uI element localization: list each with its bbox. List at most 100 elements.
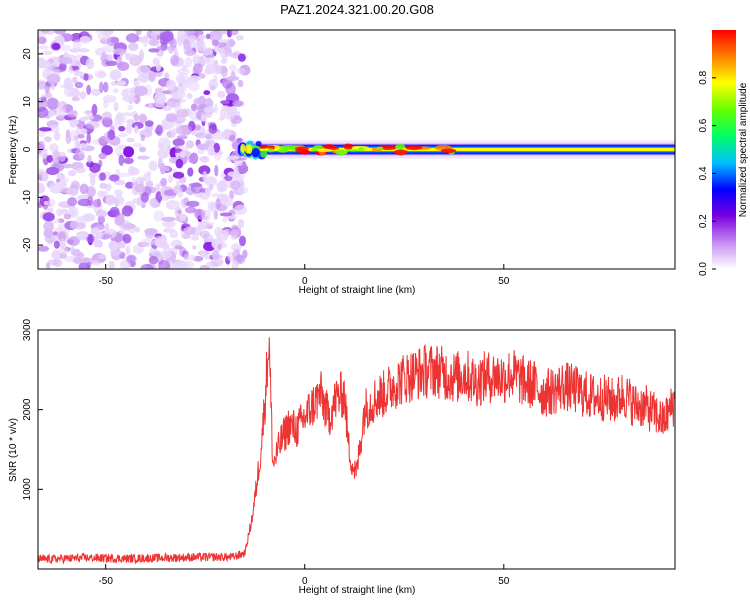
noise-blob xyxy=(229,229,239,236)
noise-blob xyxy=(176,124,190,136)
noise-blob xyxy=(200,251,207,258)
noise-blob xyxy=(192,245,197,250)
noise-blob xyxy=(138,49,145,62)
noise-blob xyxy=(121,112,134,117)
noise-blob xyxy=(113,114,127,125)
noise-blob xyxy=(53,240,60,249)
noise-blob xyxy=(155,183,161,192)
noise-blob xyxy=(115,145,122,156)
noise-blob xyxy=(219,38,231,44)
noise-blob xyxy=(186,200,200,208)
noise-blob xyxy=(176,109,189,118)
noise-blob xyxy=(237,186,249,194)
noise-blob xyxy=(232,100,245,108)
noise-blob xyxy=(79,35,91,44)
noise-blob xyxy=(190,235,200,241)
noise-blob xyxy=(188,154,195,164)
noise-blob xyxy=(38,127,52,132)
noise-blob xyxy=(198,165,211,176)
noise-blob xyxy=(114,217,125,226)
noise-blob xyxy=(38,106,49,119)
noise-blob xyxy=(142,37,149,47)
noise-blob xyxy=(179,213,187,222)
noise-blob xyxy=(114,189,123,197)
noise-blob xyxy=(83,115,95,120)
noise-blob xyxy=(203,90,211,96)
noise-blob xyxy=(208,53,215,65)
noise-blob xyxy=(70,48,80,53)
noise-blob xyxy=(42,30,49,35)
noise-blob xyxy=(99,81,104,94)
noise-blob xyxy=(200,113,206,122)
signal-hotspot xyxy=(393,149,408,156)
noise-blob xyxy=(49,83,56,90)
spectrogram-y-tick-label: -10 xyxy=(22,190,33,205)
noise-blob xyxy=(213,142,220,153)
noise-blob xyxy=(65,133,72,145)
noise-blob xyxy=(187,254,197,262)
noise-blob xyxy=(72,256,84,265)
noise-blob xyxy=(48,143,59,152)
signal-onset-blob xyxy=(260,150,268,158)
noise-blob xyxy=(47,198,56,208)
noise-blob xyxy=(117,172,131,177)
noise-blob xyxy=(76,90,81,97)
colorbar: 0.0 0.2 0.4 0.6 0.8 Normalized spectral ampl… xyxy=(698,30,749,276)
noise-blob xyxy=(165,79,176,91)
noise-blob xyxy=(212,130,226,140)
signal-onset-blob xyxy=(255,141,262,147)
noise-blob xyxy=(133,85,148,97)
noise-blob xyxy=(196,143,211,151)
noise-blob xyxy=(228,64,237,72)
noise-blob xyxy=(77,198,92,207)
noise-blob xyxy=(177,75,186,85)
noise-blob xyxy=(72,39,82,51)
noise-blob xyxy=(177,38,183,47)
noise-blob xyxy=(76,231,89,239)
noise-blob xyxy=(225,83,236,96)
signal-hotspot xyxy=(378,144,398,151)
noise-blob xyxy=(174,245,183,250)
noise-blob xyxy=(236,68,246,75)
snr-y-label: SNR (10 * v/v) xyxy=(8,418,19,482)
noise-blob xyxy=(231,141,240,150)
noise-blob xyxy=(226,155,240,160)
noise-blob xyxy=(158,137,171,149)
noise-blob xyxy=(58,101,63,113)
spectrogram-y-label: Frequency (Hz) xyxy=(8,116,19,185)
snr-y-tick-label: 2000 xyxy=(22,398,33,421)
snr-plot-area xyxy=(38,337,675,565)
noise-blob xyxy=(184,49,196,56)
spectrogram-panel: -50 0 50 -20 -10 0 10 20 Height of straight li… xyxy=(8,29,676,296)
noise-blob xyxy=(107,53,113,63)
spectrogram-plot-area xyxy=(38,30,675,269)
snr-frame xyxy=(37,329,676,570)
noise-blob xyxy=(209,184,214,191)
noise-blob xyxy=(62,163,73,169)
noise-blob xyxy=(38,30,43,38)
noise-blob xyxy=(217,90,226,99)
noise-blob xyxy=(235,254,244,263)
noise-blob xyxy=(174,260,189,269)
noise-blob xyxy=(188,81,200,92)
noise-blob xyxy=(48,68,60,74)
noise-blob xyxy=(242,249,248,259)
noise-blob xyxy=(83,73,89,81)
noise-blob xyxy=(47,259,60,266)
noise-blob xyxy=(208,30,223,42)
noise-blob xyxy=(209,85,216,91)
noise-blob xyxy=(227,110,235,120)
noise-blob xyxy=(148,102,153,110)
noise-blob xyxy=(149,247,156,255)
noise-blob xyxy=(66,111,79,118)
spectrogram-y-tick-label: 0 xyxy=(22,146,33,152)
noise-blob xyxy=(139,65,150,73)
noise-blob xyxy=(67,197,77,207)
noise-blob xyxy=(58,247,69,256)
noise-blob xyxy=(99,182,107,189)
noise-blob xyxy=(205,186,211,196)
noise-blob xyxy=(160,177,168,187)
spectrogram-x-label: Height of straight line (km) xyxy=(299,285,416,296)
signal-hotspot xyxy=(358,147,365,152)
signal-hotspot xyxy=(294,147,310,151)
